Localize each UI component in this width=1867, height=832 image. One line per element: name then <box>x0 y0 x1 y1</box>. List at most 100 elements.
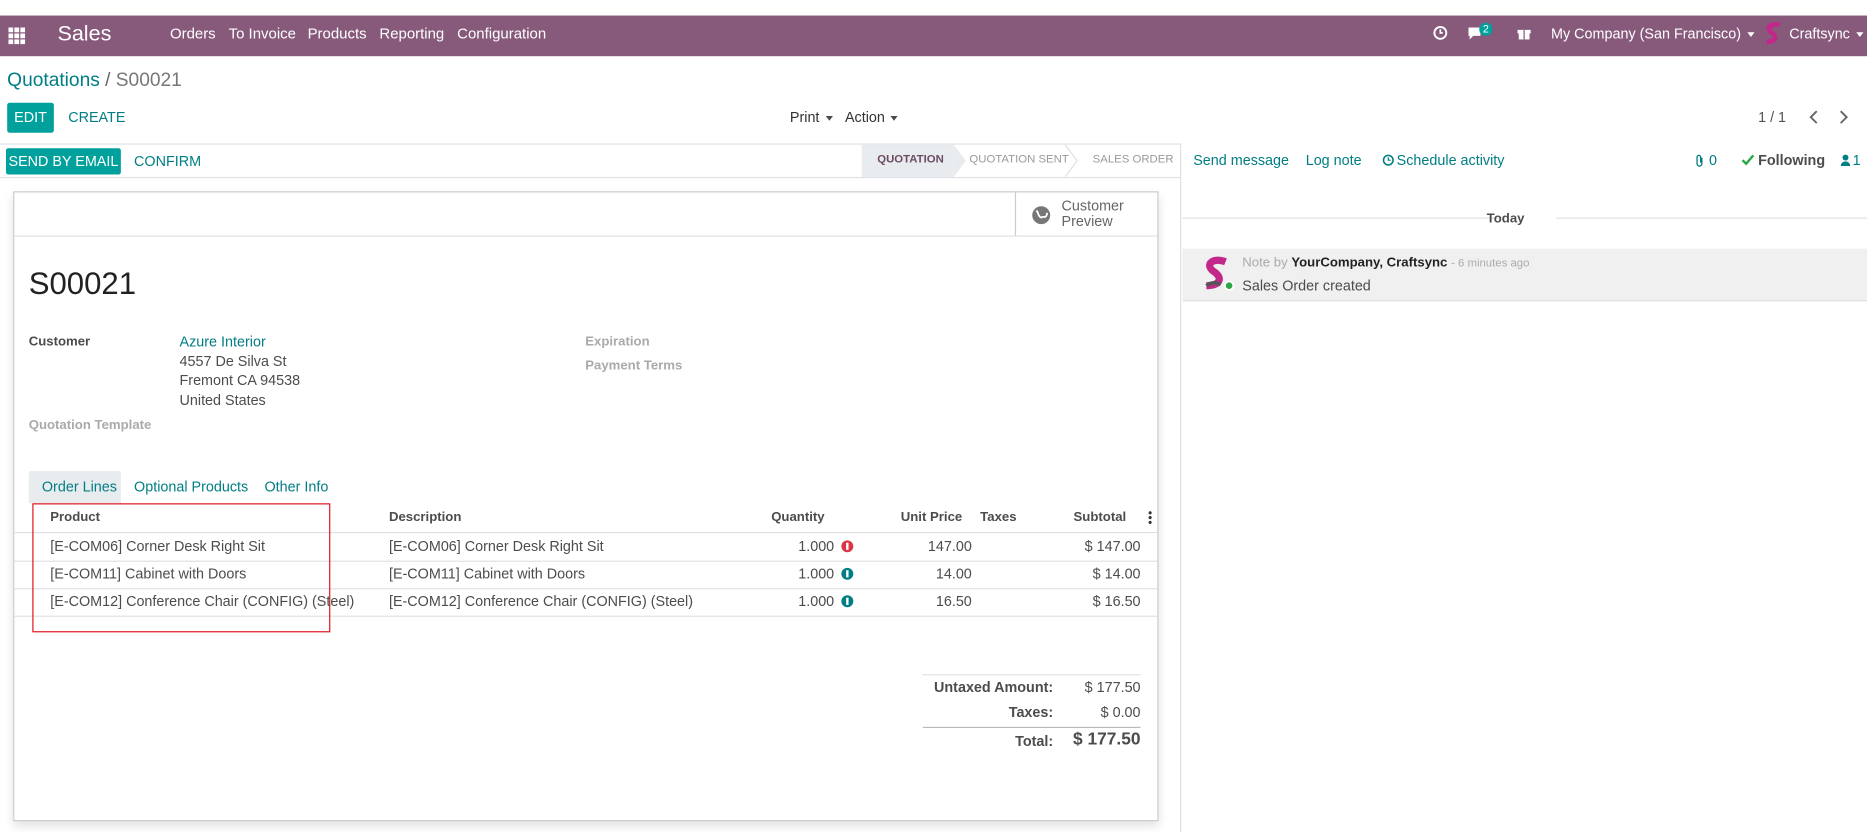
total-label: Taxes: <box>1008 704 1054 721</box>
customer-link[interactable]: Azure Interior <box>179 333 266 351</box>
tab-active-bg <box>28 470 121 504</box>
cell-description[interactable]: [E-COM06] Corner Desk Right Sit <box>388 537 604 555</box>
app-name[interactable]: Sales <box>57 21 112 46</box>
cell-product[interactable]: [E-COM12] Conference Chair (CONFIG) (Ste… <box>50 592 355 610</box>
message-badge: 2 <box>1479 22 1493 36</box>
confirm-button[interactable]: CONFIRM <box>134 153 202 170</box>
cell-quantity[interactable]: 1.000 <box>798 565 835 583</box>
caret <box>890 115 899 121</box>
info-icon[interactable] <box>841 595 854 608</box>
message-header: Note by YourCompany, Craftsync - 6 minut… <box>1242 253 1529 273</box>
gift-icon[interactable] <box>1516 25 1532 41</box>
column-header[interactable]: Quantity <box>771 510 825 525</box>
field-label: Expiration <box>585 334 650 350</box>
send-message[interactable]: Send message <box>1193 151 1290 169</box>
stage[interactable]: QUOTATION <box>877 153 944 167</box>
cell-product[interactable]: [E-COM06] Corner Desk Right Sit <box>50 537 265 555</box>
activity-icon[interactable] <box>1433 25 1449 41</box>
print-dropdown[interactable]: Print <box>790 108 833 127</box>
customer-preview-button[interactable]: Customer Preview <box>1061 197 1124 230</box>
attachment-count[interactable]: 0 <box>1709 151 1718 169</box>
cell-unit-price[interactable]: 14.00 <box>935 565 972 583</box>
address-line: 4557 De Silva St <box>179 352 287 370</box>
messages-icon[interactable] <box>1467 26 1483 40</box>
stage[interactable]: QUOTATION SENT <box>969 153 1069 167</box>
clock-icon <box>1382 154 1394 166</box>
cell-subtotal[interactable]: $ 16.50 <box>1092 592 1141 610</box>
message-prefix: Note by <box>1242 255 1288 271</box>
pager-next[interactable] <box>1837 110 1849 124</box>
schedule-activity[interactable]: Schedule activity <box>1396 151 1505 169</box>
tab[interactable]: Optional Products <box>134 478 249 495</box>
stage-arrows <box>953 144 966 177</box>
column-header[interactable]: Unit Price <box>900 510 963 525</box>
info-icon[interactable] <box>841 567 854 580</box>
breadcrumb-current: S00021 <box>115 70 182 91</box>
pager-prev[interactable] <box>1808 110 1820 124</box>
author-avatar <box>1205 256 1235 291</box>
message-time: - 6 minutes ago <box>1451 257 1530 271</box>
user-avatar[interactable] <box>1762 22 1786 46</box>
column-header[interactable]: Product <box>50 510 101 525</box>
cell-unit-price[interactable]: 16.50 <box>935 592 972 610</box>
divider <box>1182 217 1499 219</box>
print-label: Print <box>789 108 820 126</box>
column-header[interactable]: Subtotal <box>1073 510 1127 525</box>
column-options[interactable] <box>1148 510 1153 524</box>
follower-icon <box>1840 154 1851 167</box>
log-note[interactable]: Log note <box>1305 151 1362 169</box>
user-menu[interactable]: Craftsync <box>1789 24 1864 43</box>
menu-item[interactable]: To Invoice <box>228 25 296 42</box>
caret <box>1746 32 1755 37</box>
create-button[interactable]: CREATE <box>68 108 126 126</box>
divider <box>1014 192 1017 236</box>
tab[interactable]: Other Info <box>264 478 329 495</box>
navbar <box>0 15 1867 57</box>
message-author[interactable]: YourCompany, Craftsync <box>1291 255 1448 271</box>
info-glyph <box>846 542 849 550</box>
caret <box>1855 32 1864 37</box>
cell-quantity[interactable]: 1.000 <box>798 537 835 555</box>
menu-item[interactable]: Products <box>307 25 367 42</box>
breadcrumb: Quotations / S00021 <box>7 71 182 93</box>
send-email-button[interactable]: SEND BY EMAIL <box>5 148 121 175</box>
menu-item[interactable]: Configuration <box>457 25 547 42</box>
following-button[interactable]: Following <box>1758 151 1826 169</box>
cell-description[interactable]: [E-COM12] Conference Chair (CONFIG) (Ste… <box>388 592 694 610</box>
divider <box>0 143 1181 145</box>
tab[interactable]: Order Lines <box>41 478 117 495</box>
chatter-divider <box>1180 143 1182 832</box>
menu-item[interactable]: Reporting <box>379 25 445 42</box>
cell-subtotal[interactable]: $ 147.00 <box>1084 537 1141 555</box>
action-dropdown[interactable]: Action <box>845 108 899 127</box>
breadcrumb-link[interactable]: Quotations <box>7 70 100 91</box>
edit-button[interactable]: EDIT <box>7 102 54 133</box>
row-border <box>14 531 1158 534</box>
info-icon[interactable] <box>841 540 854 553</box>
stage-active-bg <box>861 144 954 177</box>
cell-quantity[interactable]: 1.000 <box>798 592 835 610</box>
date-separator: Today <box>1486 211 1525 226</box>
cell-unit-price[interactable]: 147.00 <box>927 537 972 555</box>
total-value: $ 177.50 <box>1084 678 1141 696</box>
follower-count[interactable]: 1 <box>1852 151 1861 169</box>
stage[interactable]: SALES ORDER <box>1092 153 1174 167</box>
company-switcher[interactable]: My Company (San Francisco) <box>1551 24 1755 43</box>
cell-description[interactable]: [E-COM11] Cabinet with Doors <box>388 565 586 583</box>
column-header[interactable]: Taxes <box>980 510 1017 525</box>
column-header[interactable]: Description <box>388 510 462 525</box>
stage-arrow <box>1065 144 1078 177</box>
record-name: S00021 <box>28 265 137 302</box>
divider <box>922 674 1141 676</box>
address-line: United States <box>179 392 266 409</box>
info-glyph <box>846 597 849 605</box>
paperclip-icon <box>1696 154 1703 167</box>
message <box>1182 248 1867 302</box>
cell-product[interactable]: [E-COM11] Cabinet with Doors <box>50 565 247 583</box>
menu-item[interactable]: Orders <box>169 25 216 42</box>
apps-icon[interactable] <box>8 27 26 45</box>
field-label: Customer <box>28 334 91 350</box>
total-value: $ 0.00 <box>1100 704 1141 721</box>
form-sheet <box>13 191 1159 822</box>
cell-subtotal[interactable]: $ 14.00 <box>1092 565 1141 583</box>
